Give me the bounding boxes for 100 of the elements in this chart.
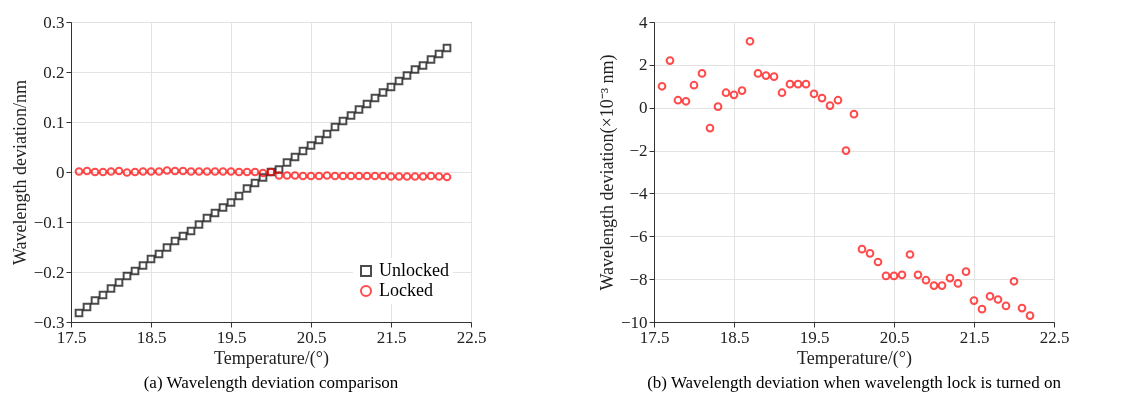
point (322, 129, 332, 139)
point (82, 302, 92, 312)
point (434, 172, 444, 181)
point (210, 208, 220, 218)
point (833, 95, 843, 105)
point (314, 171, 324, 181)
point (98, 290, 108, 300)
point (937, 281, 947, 290)
point (282, 158, 292, 167)
point (721, 88, 731, 98)
point (322, 171, 332, 180)
point (362, 99, 372, 109)
point (929, 281, 939, 290)
point (98, 167, 108, 177)
point (282, 171, 292, 180)
point (354, 171, 364, 181)
point (761, 71, 771, 80)
point (889, 271, 899, 281)
point (713, 102, 723, 111)
y-tick-label: −0.1 (33, 212, 65, 232)
x-tick-label: 18.5 (719, 327, 750, 347)
point (74, 308, 84, 318)
point (697, 69, 707, 78)
point (306, 171, 316, 181)
legend-label: Unlocked (379, 260, 449, 280)
y-tick-label: −8 (629, 269, 648, 289)
y-tick-label: 0.2 (43, 62, 65, 82)
point (274, 165, 284, 174)
point (122, 168, 132, 177)
point (250, 167, 260, 177)
point (154, 249, 164, 259)
point (170, 166, 180, 176)
point (290, 152, 300, 162)
point (378, 171, 388, 181)
point (250, 178, 260, 188)
point (314, 135, 324, 145)
point (338, 116, 348, 126)
y-tick-label: 0 (56, 162, 65, 182)
point (921, 275, 931, 285)
point (394, 76, 404, 86)
x-tick-label: 22.5 (1039, 327, 1070, 347)
point (689, 80, 699, 90)
point (801, 79, 811, 89)
point (737, 86, 747, 95)
point (242, 184, 252, 193)
point (418, 61, 428, 70)
point (354, 105, 364, 114)
point (913, 270, 923, 280)
x-tick-label: 20.5 (296, 327, 327, 347)
point (873, 257, 883, 267)
point (162, 243, 172, 252)
point (370, 93, 380, 103)
point (346, 111, 356, 120)
point (90, 296, 100, 305)
point (881, 271, 891, 281)
point (945, 273, 955, 283)
point (242, 167, 252, 177)
point (809, 89, 819, 99)
point (402, 71, 412, 80)
point (218, 167, 228, 176)
y-axis-title: Wavelength deviation/nm (9, 79, 30, 266)
point (378, 88, 388, 97)
point (705, 123, 715, 133)
point (202, 167, 212, 176)
point (210, 167, 220, 176)
point (338, 171, 348, 181)
point (154, 167, 164, 176)
point (234, 167, 244, 177)
x-tick-label: 18.5 (136, 327, 167, 347)
point (298, 146, 308, 156)
point (202, 213, 212, 223)
point (138, 167, 148, 176)
point (769, 72, 779, 81)
y-tick-label: 2 (639, 55, 648, 75)
point (306, 141, 316, 150)
point (298, 171, 308, 181)
point (777, 88, 787, 98)
point (434, 49, 444, 59)
point (1017, 303, 1027, 313)
point (290, 171, 300, 180)
point (753, 69, 763, 78)
point (961, 267, 971, 276)
point (330, 122, 340, 132)
point (114, 278, 124, 287)
point (178, 166, 188, 176)
point (969, 296, 979, 305)
point (402, 172, 412, 181)
x-axis-title: Temperature/(°) (797, 347, 912, 369)
point (226, 198, 236, 207)
point (130, 266, 140, 276)
point (442, 43, 452, 53)
point (258, 173, 268, 182)
point (865, 249, 875, 258)
point (274, 171, 284, 180)
point (426, 55, 436, 64)
legend-label: Locked (379, 280, 433, 300)
point (170, 236, 180, 246)
point (426, 171, 436, 181)
point (74, 167, 84, 176)
point (785, 79, 795, 89)
